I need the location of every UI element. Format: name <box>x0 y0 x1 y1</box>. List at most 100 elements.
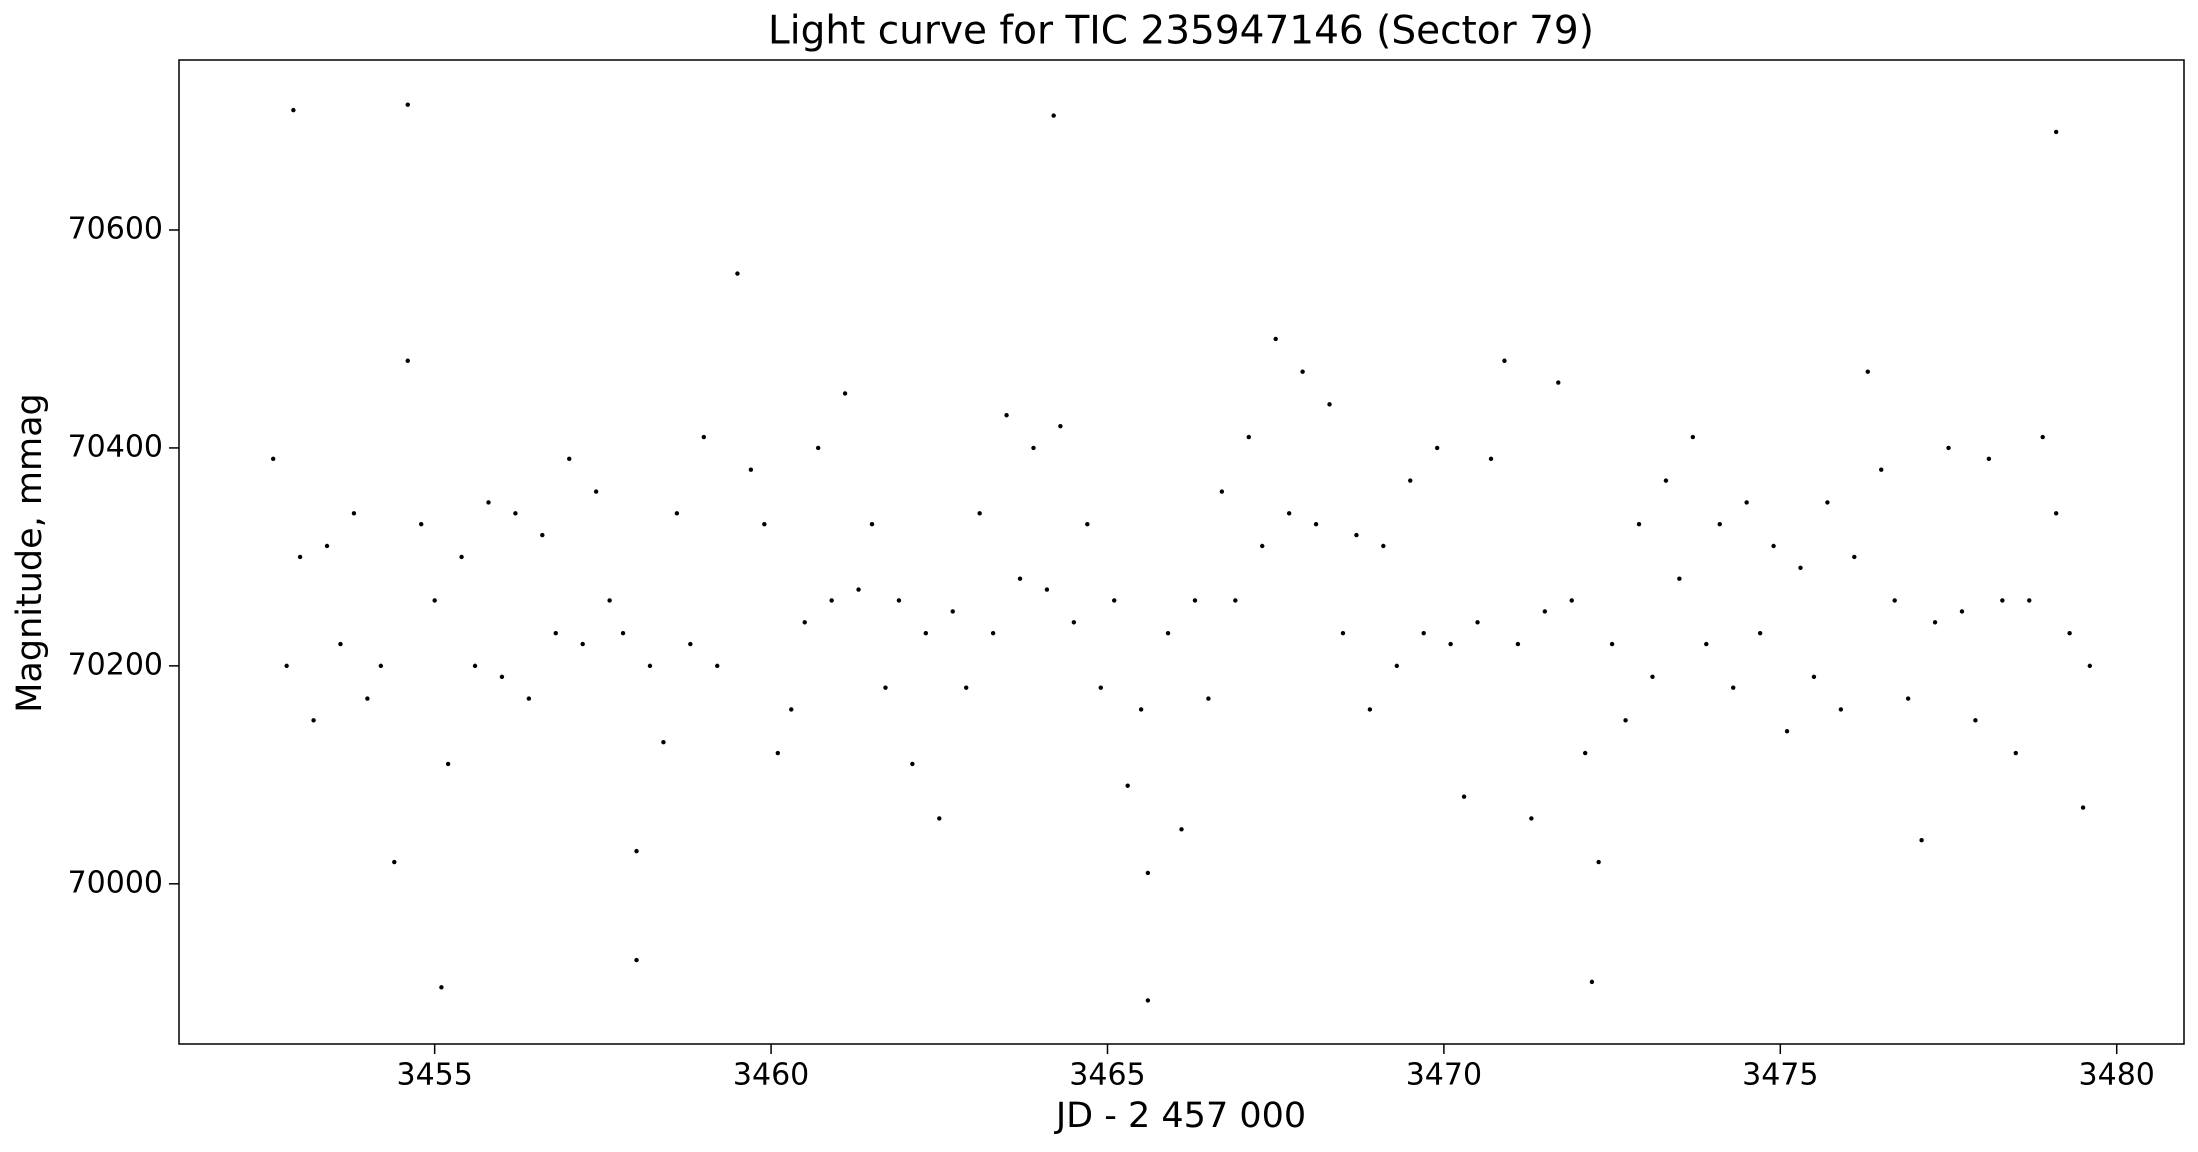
data-point <box>1986 456 1992 462</box>
data-point <box>762 522 767 527</box>
data-point <box>459 554 464 560</box>
x-tick-label: 3470 <box>1406 1058 1482 1093</box>
data-point <box>990 630 996 636</box>
data-point <box>1677 576 1682 581</box>
data-point <box>829 598 834 603</box>
data-point <box>1838 707 1844 712</box>
data-point <box>634 848 639 854</box>
data-point <box>1179 827 1184 832</box>
data-point <box>883 685 888 690</box>
data-point <box>896 598 902 603</box>
data-point <box>1475 620 1480 625</box>
data-point <box>1125 783 1130 788</box>
data-point <box>963 685 969 690</box>
data-point <box>634 957 639 963</box>
data-point <box>1623 718 1628 723</box>
data-point <box>977 511 982 516</box>
x-tick-label: 3455 <box>396 1058 472 1093</box>
data-point <box>735 271 740 276</box>
data-point <box>1313 522 1319 527</box>
data-point <box>1502 358 1507 363</box>
chart-title: Light curve for TIC 235947146 (Sector 79… <box>768 9 1594 54</box>
data-point <box>937 816 942 821</box>
data-point <box>789 707 794 712</box>
data-point <box>2053 511 2059 516</box>
data-point <box>1569 598 1574 603</box>
data-point <box>311 718 316 723</box>
data-point <box>620 630 626 636</box>
data-point <box>297 554 303 560</box>
data-point <box>1145 870 1151 876</box>
data-point <box>1852 554 1857 560</box>
data-point <box>2087 663 2093 669</box>
data-point <box>1704 641 1709 647</box>
data-point <box>1381 543 1386 549</box>
data-point <box>1556 380 1561 385</box>
data-point <box>1044 587 1050 592</box>
x-axis-label: JD - 2 457 000 <box>1054 1096 1306 1136</box>
data-point <box>2040 434 2045 440</box>
data-point <box>1663 478 1669 483</box>
data-point <box>1085 522 1090 527</box>
data-point <box>1744 500 1749 505</box>
data-point <box>1609 641 1615 647</box>
data-point <box>923 630 929 636</box>
data-point <box>1542 609 1548 614</box>
data-point <box>1582 750 1588 756</box>
data-point <box>1731 685 1736 690</box>
data-point <box>1461 794 1467 799</box>
data-point <box>445 761 451 767</box>
data-point <box>1650 674 1655 679</box>
data-point <box>338 641 343 647</box>
data-point <box>405 102 410 107</box>
data-point <box>1771 543 1776 549</box>
data-point <box>1031 445 1036 451</box>
data-point <box>540 532 545 538</box>
data-point <box>1233 598 1238 603</box>
data-point <box>1515 641 1521 647</box>
data-point <box>1905 696 1911 701</box>
data-point <box>1434 445 1440 451</box>
data-point <box>1340 630 1346 636</box>
data-point <box>1286 511 1292 516</box>
data-point <box>432 598 437 603</box>
y-tick-label: 70600 <box>68 211 163 246</box>
y-axis-label: Magnitude, mmag <box>10 393 50 713</box>
data-point <box>1260 543 1265 549</box>
data-point <box>553 630 558 636</box>
x-tick-label: 3460 <box>733 1058 809 1093</box>
data-point <box>593 489 599 494</box>
data-point <box>270 456 276 462</box>
data-point <box>1946 445 1951 451</box>
x-tick-label: 3480 <box>2079 1058 2155 1093</box>
data-point <box>2000 598 2005 603</box>
data-point <box>815 445 821 451</box>
data-point <box>284 663 289 669</box>
data-point <box>1098 685 1103 690</box>
data-point <box>869 522 875 527</box>
data-point <box>419 522 424 527</box>
data-point <box>1892 598 1897 603</box>
y-tick-label: 70200 <box>68 647 163 682</box>
data-point <box>351 511 357 516</box>
data-point <box>499 674 505 679</box>
data-point <box>1219 489 1225 494</box>
data-point <box>1488 456 1494 462</box>
data-point <box>1596 859 1601 865</box>
data-point <box>291 107 296 113</box>
plot-frame <box>178 59 2185 1045</box>
data-point <box>842 391 848 396</box>
data-point <box>1811 674 1817 679</box>
data-point <box>715 663 720 669</box>
data-point <box>1206 696 1211 701</box>
y-tick-label: 70400 <box>68 429 163 464</box>
data-point <box>1932 620 1938 625</box>
data-point <box>647 663 653 669</box>
data-point <box>392 859 397 865</box>
data-point <box>1421 630 1426 636</box>
x-tick-label: 3475 <box>1742 1058 1818 1093</box>
data-point <box>2013 750 2018 756</box>
data-point <box>1529 816 1534 821</box>
data-point <box>2027 598 2032 603</box>
